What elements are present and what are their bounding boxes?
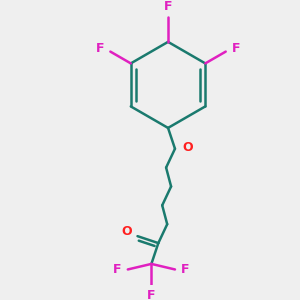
- Text: O: O: [122, 226, 132, 238]
- Text: F: F: [164, 0, 172, 13]
- Text: O: O: [182, 141, 193, 154]
- Text: F: F: [113, 263, 122, 276]
- Text: F: F: [96, 42, 104, 55]
- Text: F: F: [181, 263, 190, 276]
- Text: F: F: [147, 289, 156, 300]
- Text: F: F: [232, 42, 241, 55]
